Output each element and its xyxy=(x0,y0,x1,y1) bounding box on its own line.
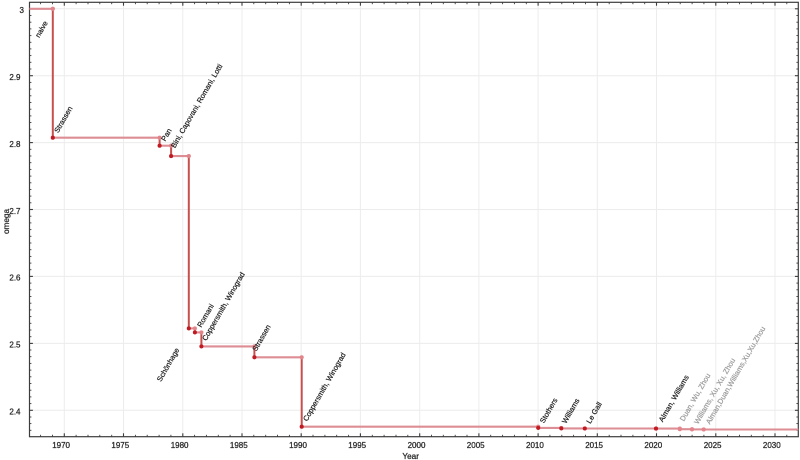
svg-text:2015: 2015 xyxy=(585,441,603,450)
svg-text:3: 3 xyxy=(20,6,25,15)
svg-text:1980: 1980 xyxy=(171,441,189,450)
svg-text:2000: 2000 xyxy=(408,441,426,450)
svg-text:2.6: 2.6 xyxy=(9,274,21,283)
svg-text:1995: 1995 xyxy=(348,441,366,450)
svg-text:2025: 2025 xyxy=(704,441,722,450)
svg-text:2.7: 2.7 xyxy=(9,207,21,216)
svg-text:1975: 1975 xyxy=(111,441,129,450)
svg-text:Year: Year xyxy=(402,452,419,460)
svg-text:1990: 1990 xyxy=(289,441,307,450)
svg-text:2010: 2010 xyxy=(526,441,544,450)
svg-text:1970: 1970 xyxy=(52,441,70,450)
svg-text:2.5: 2.5 xyxy=(9,341,21,350)
svg-text:2.8: 2.8 xyxy=(9,140,21,149)
svg-text:omega: omega xyxy=(2,209,11,234)
svg-text:2020: 2020 xyxy=(644,441,662,450)
svg-text:2.9: 2.9 xyxy=(9,73,21,82)
svg-text:2.4: 2.4 xyxy=(9,408,21,417)
svg-text:2005: 2005 xyxy=(467,441,485,450)
svg-text:1985: 1985 xyxy=(230,441,248,450)
svg-text:2030: 2030 xyxy=(763,441,781,450)
